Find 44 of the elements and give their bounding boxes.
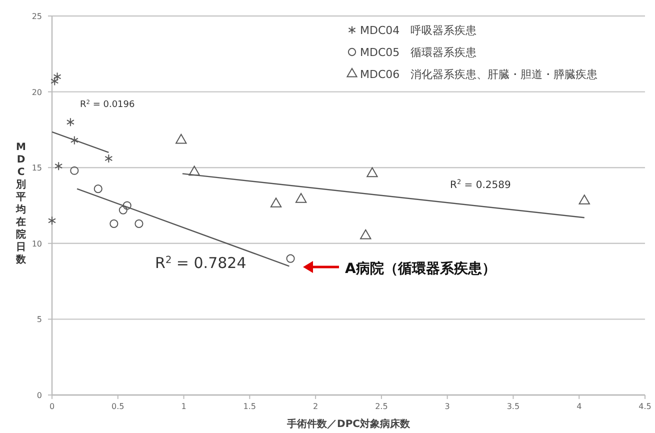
y-tick-label: 15 [32,164,42,173]
x-tick-label: 1.5 [243,402,256,411]
point [70,136,78,145]
annotation: R$^{2}$ = 0.0196 [80,99,136,110]
point [104,154,113,164]
x-tick-label: 3 [444,402,450,411]
point [110,219,118,228]
annotation: A病院（循環器系疾患） [345,260,496,277]
point [134,219,144,228]
legend-label: MDC05 循環器系疾患 [360,46,477,59]
point [188,166,200,176]
point [94,184,102,194]
point [366,167,378,178]
point [48,216,56,226]
point [360,229,372,240]
point [122,201,132,210]
y-tick-label: 20 [32,88,42,97]
point [295,193,307,203]
x-tick-label: 4 [576,402,582,411]
annotation: R$^{2}$ = 0.7824 [155,254,246,272]
annotation: R$^{2}$ = 0.2589 [450,178,511,191]
x-axis-title: 手術件数／DPC対象病床数 [286,418,411,430]
x-tick-label: 2.5 [375,402,388,411]
y-tick-label: 25 [32,12,42,21]
point [118,206,128,214]
x-tick-label: 0.5 [112,402,124,411]
x-tick-label: 0 [49,402,55,411]
x-tick-label: 3.5 [506,402,520,411]
y-tick-label: 5 [36,315,42,324]
point [66,118,74,127]
x-tick-label: 4.5 [638,402,652,411]
text: MDC別平均在院日数 [16,142,26,266]
point [286,254,295,263]
point [270,198,282,208]
x-tick-label: 1 [181,402,186,411]
point [578,194,590,204]
point [70,166,79,175]
x-tick-label: 2 [313,402,318,411]
point [54,162,63,171]
point [176,134,187,144]
legend-label: MDC04 呼吸器系疾患 [360,24,477,37]
y-tick-label: 10 [32,239,42,248]
legend-label: MDC06 消化器系疾患、肝臓・胆道・膵臓疾患 [360,68,598,81]
y-tick-label: 0 [36,391,42,400]
